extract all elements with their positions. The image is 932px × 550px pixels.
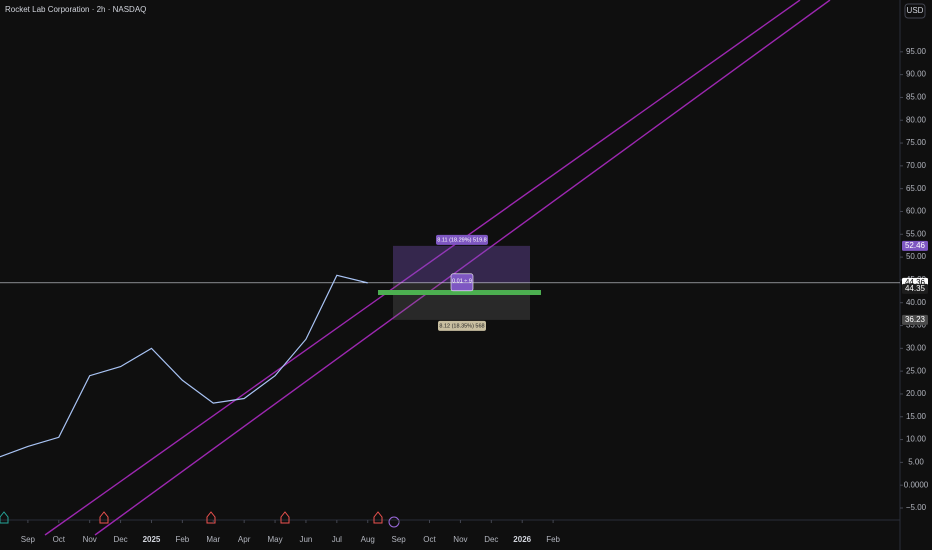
y-tick-label: 80.00 [906, 115, 927, 124]
price-tag-label: 44.36 [905, 278, 926, 287]
x-tick-label: Dec [113, 535, 127, 544]
price-line [0, 274, 368, 458]
price-tag-label: 36.23 [905, 315, 926, 324]
currency-label: USD [907, 6, 924, 15]
target-label: 8.11 (18.29%) 519.8 [437, 237, 486, 243]
y-tick-label: 75.00 [906, 138, 927, 147]
y-tick-label: 55.00 [906, 229, 927, 238]
x-tick-label: Apr [238, 535, 251, 544]
x-tick-label: Feb [546, 535, 560, 544]
event-icon [0, 511, 9, 524]
center-label: 0.01 ÷ 9 [452, 278, 472, 284]
x-tick-label: Feb [175, 535, 189, 544]
chart-title: Rocket Lab Corporation · 2h · NASDAQ [5, 5, 146, 14]
currency-button[interactable] [904, 3, 926, 19]
event-icon [280, 511, 290, 524]
price-tag [902, 283, 928, 294]
y-tick-label: 5.00 [908, 457, 924, 466]
y-tick-label: 35.00 [906, 321, 927, 330]
x-tick-label: Mar [206, 535, 220, 544]
y-tick-label: 40.00 [906, 298, 927, 307]
stop-label-bg [438, 320, 486, 331]
y-tick-label: 95.00 [906, 47, 927, 56]
y-tick-label: 30.00 [906, 343, 927, 352]
price-tag-label: 52.46 [905, 241, 926, 250]
x-tick-label: Jun [299, 535, 312, 544]
y-tick-label: 20.00 [906, 389, 927, 398]
event-icon [99, 511, 109, 524]
y-tick-label: 15.00 [906, 412, 927, 421]
event-icon [373, 511, 383, 524]
y-tick-label: 65.00 [906, 184, 927, 193]
y-tick-label: 90.00 [906, 70, 927, 79]
x-tick-label: Nov [453, 535, 467, 544]
x-tick-label: Jul [332, 535, 342, 544]
x-tick-label: May [267, 535, 282, 544]
y-tick-label: 85.00 [906, 93, 927, 102]
x-tick-label: Nov [83, 535, 97, 544]
channel-upper [44, 0, 801, 536]
target-label-bg [436, 234, 488, 245]
x-tick-label: Aug [361, 535, 375, 544]
y-tick-label: 70.00 [906, 161, 927, 170]
x-tick-label: Oct [423, 535, 436, 544]
y-tick-label: 50.00 [906, 252, 927, 261]
x-tick-label: Oct [53, 535, 66, 544]
x-tick-label: Sep [392, 535, 407, 544]
x-tick-label: Dec [484, 535, 498, 544]
support-zone [378, 290, 541, 295]
stop-label: 8.12 (18.35%) 568 [439, 323, 484, 329]
y-tick-label: −5.00 [906, 503, 927, 512]
y-tick-label: 60.00 [906, 207, 927, 216]
y-tick-label: 0.0000 [904, 480, 929, 489]
price-tag [902, 314, 928, 325]
y-tick-label: 25.00 [906, 366, 927, 375]
x-tick-label: 2025 [143, 535, 161, 544]
channel-lower [94, 0, 831, 536]
x-tick-label: Sep [21, 535, 36, 544]
event-icon [206, 511, 216, 524]
price-tag [902, 240, 928, 251]
price-tag-label: 44.35 [905, 284, 926, 293]
x-tick-label: 2026 [513, 535, 531, 544]
y-tick-label: 10.00 [906, 435, 927, 444]
center-label-bg [450, 273, 474, 292]
